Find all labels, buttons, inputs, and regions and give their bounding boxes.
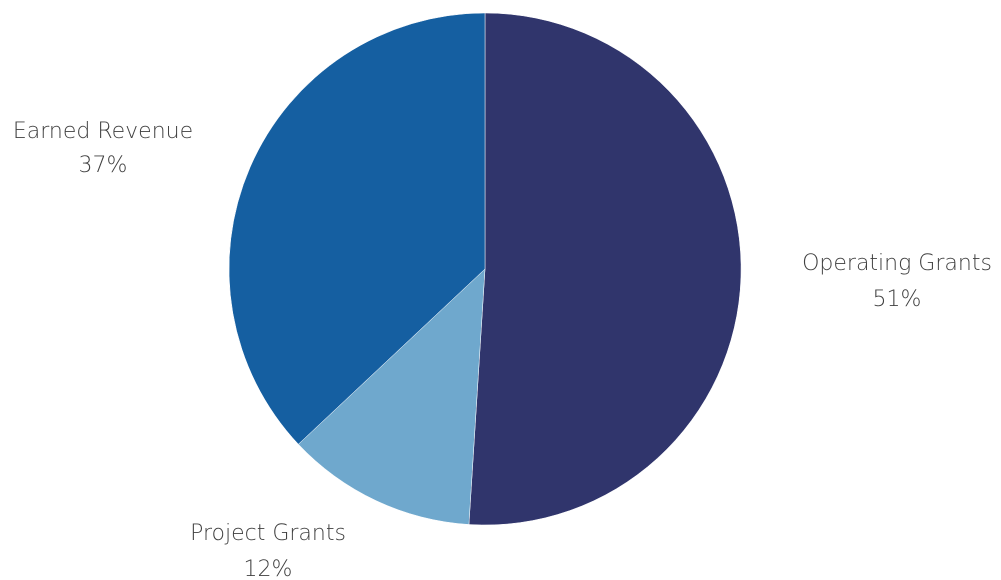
pie-slice-project-grants [298, 268, 486, 525]
label-operating-grants-percent: 51% [873, 287, 922, 312]
pie-slice-earned-revenue [228, 12, 486, 445]
label-earned-revenue-name: Earned Revenue [13, 119, 193, 144]
label-operating-grants-name: Operating Grants [802, 251, 992, 276]
pie-labels: Operating Grants 51% Project Grants 12% … [13, 119, 992, 580]
label-project-grants-name: Project Grants [190, 521, 346, 546]
pie-slice-operating-grants [468, 12, 742, 526]
pie-slices [228, 12, 742, 526]
label-project-grants-percent: 12% [244, 557, 293, 580]
label-earned-revenue-percent: 37% [79, 153, 128, 178]
